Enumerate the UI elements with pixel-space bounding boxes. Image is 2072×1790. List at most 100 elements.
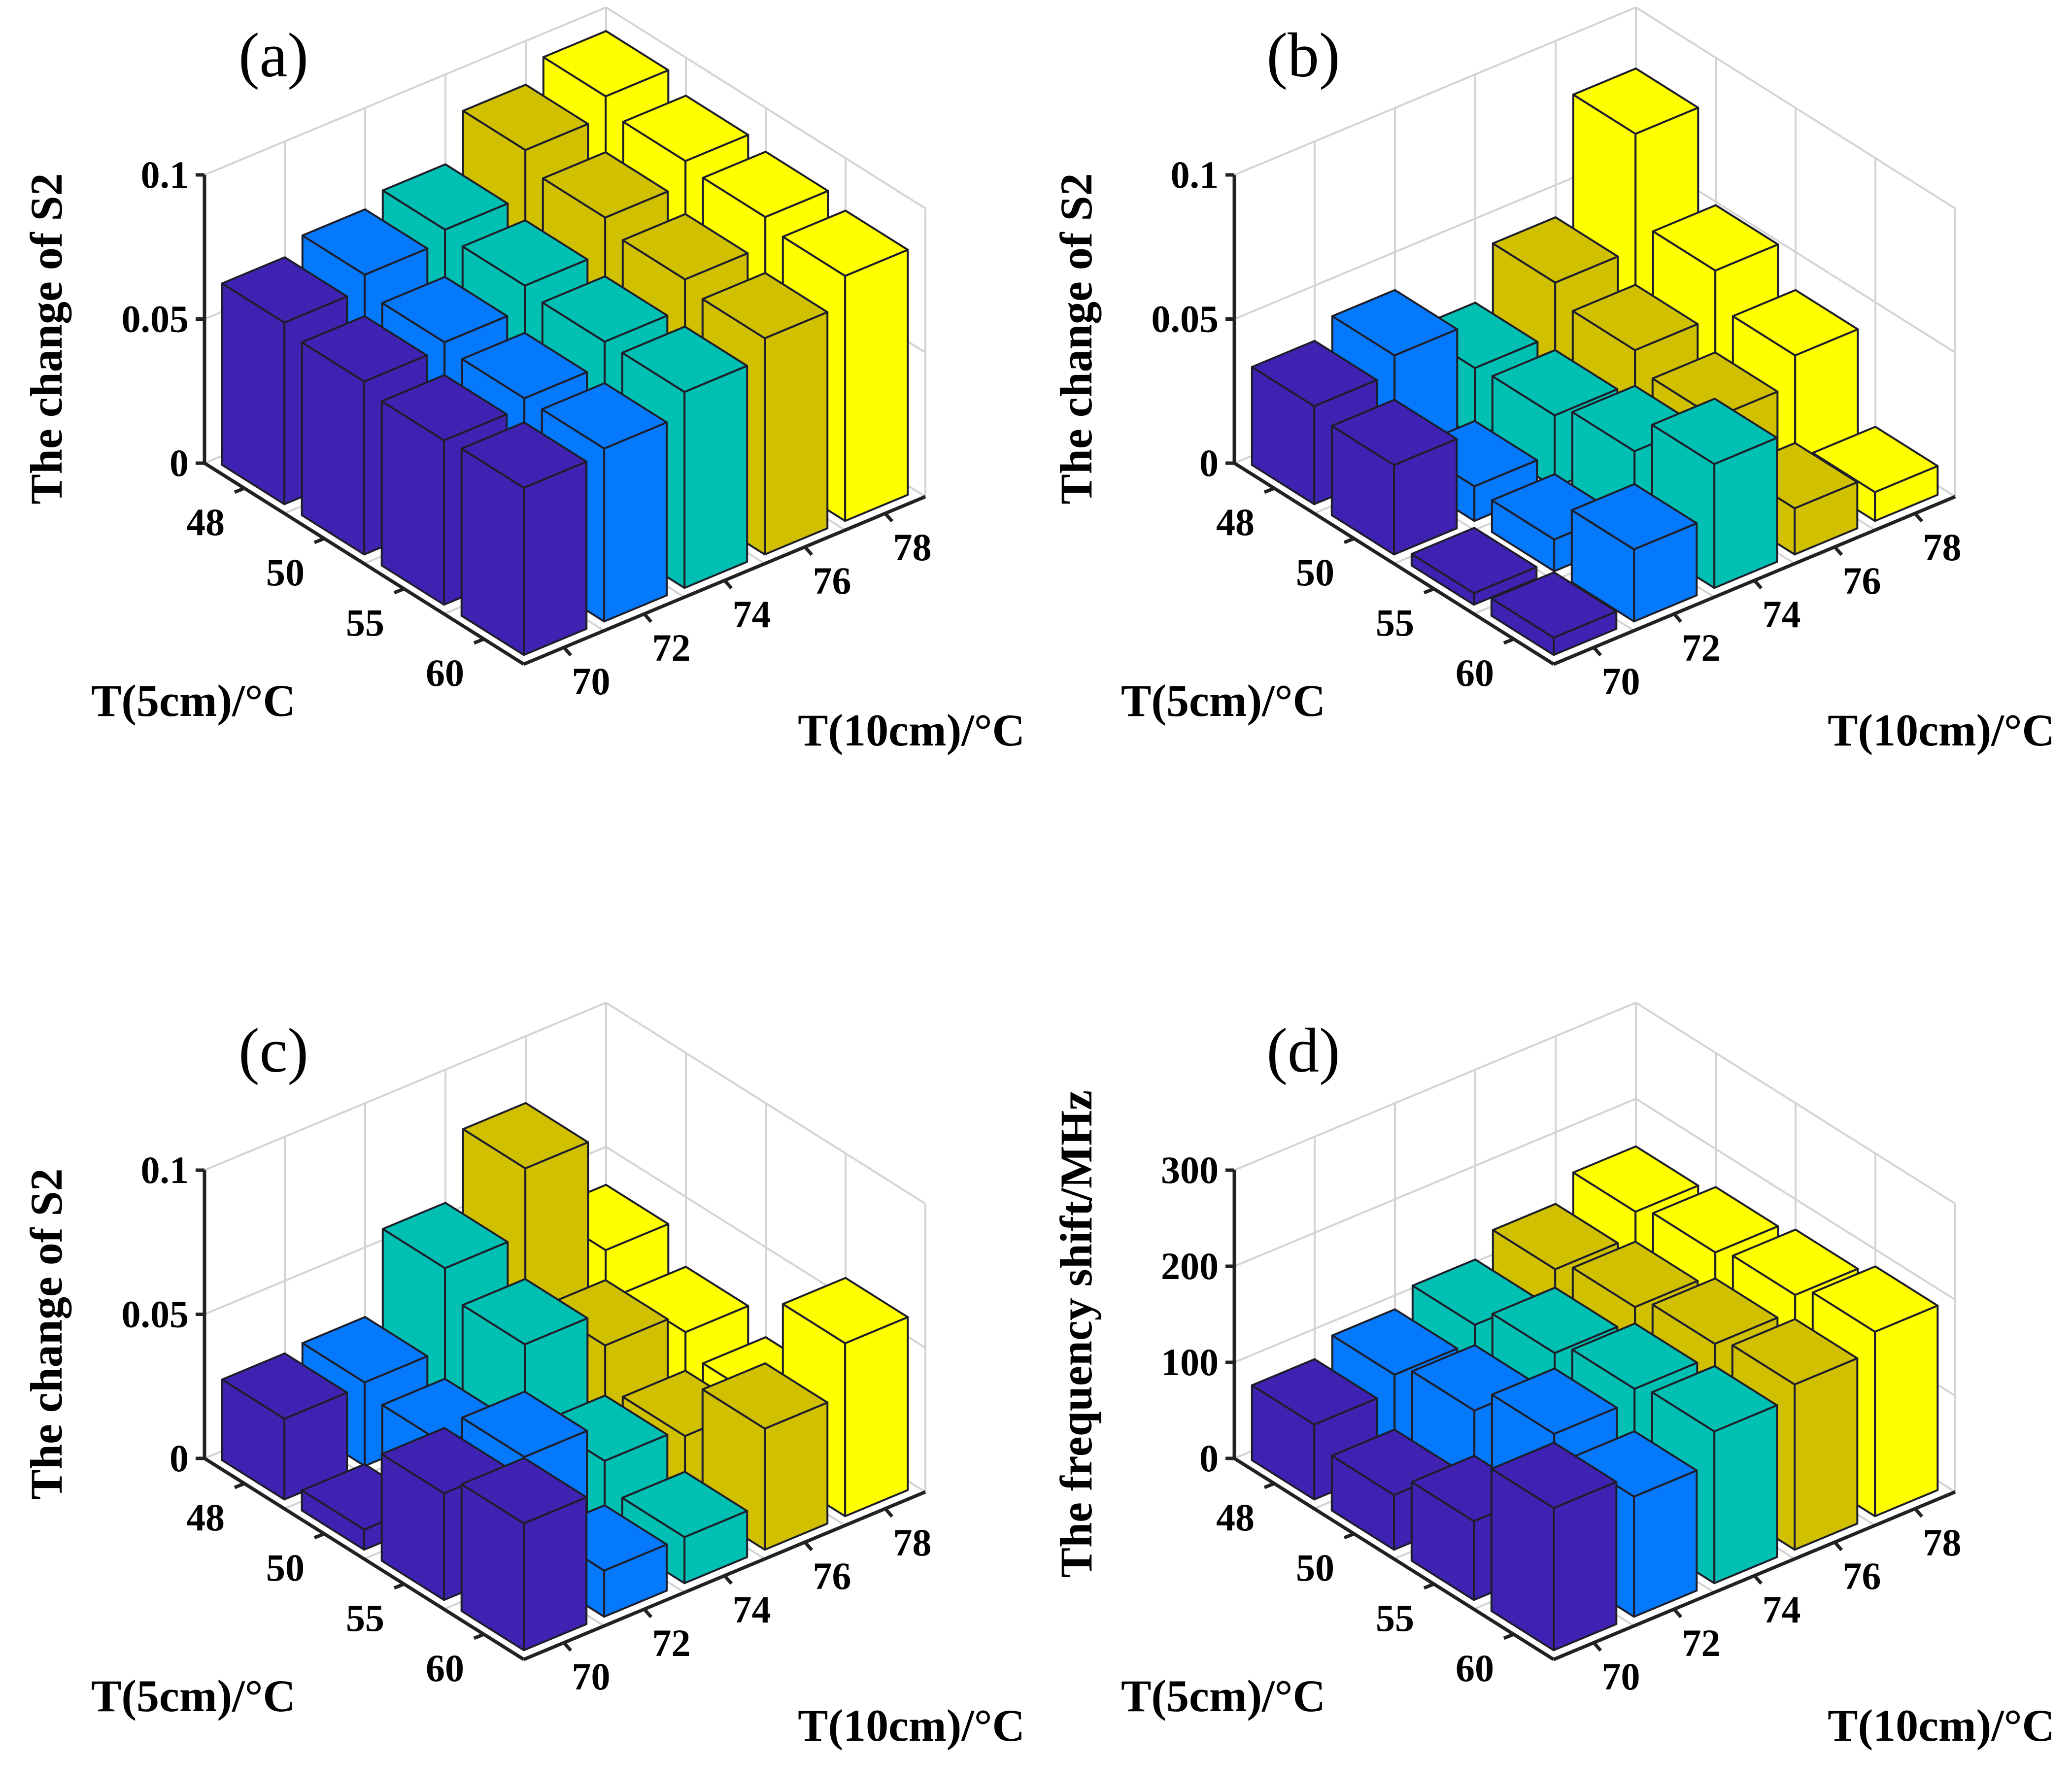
bar-top-face — [621, 325, 748, 393]
bar-top-face — [542, 30, 670, 98]
panel-title: (b) — [1266, 20, 1340, 90]
x-axis — [1233, 1457, 1555, 1661]
y-axis-label: T(10cm)/°C — [1828, 1700, 2055, 1751]
x-tick-label: 50 — [266, 551, 305, 594]
y-tick-label: 78 — [893, 1521, 932, 1564]
bar-top-face — [701, 1362, 829, 1430]
z-tick-label: 200 — [1161, 1245, 1219, 1287]
x-axis — [204, 1457, 525, 1661]
x-tick-label: 50 — [1296, 1546, 1334, 1589]
bar — [460, 421, 588, 656]
x-tick-mark — [1343, 1532, 1355, 1540]
x-axis — [204, 462, 525, 666]
bar-top-face — [1732, 289, 1859, 357]
bar-top-face — [781, 209, 909, 277]
bar-top-face — [1331, 1308, 1459, 1376]
y-tick-label: 76 — [813, 559, 851, 602]
bar-top-face — [1811, 1265, 1939, 1333]
z-axis-label: The change of S2 — [1051, 173, 1101, 504]
bar — [1410, 527, 1538, 606]
bar-top-face — [462, 83, 589, 151]
x-tick-mark — [1423, 587, 1435, 595]
z-tick-label: 100 — [1161, 1341, 1219, 1384]
bar-top-face — [541, 382, 668, 450]
bar — [1490, 571, 1618, 656]
bar-top-face — [461, 219, 589, 287]
bar-top-face — [1331, 289, 1459, 357]
y-axis-label: T(10cm)/°C — [1828, 705, 2055, 755]
x-tick-mark — [1263, 1482, 1275, 1489]
bar-top-face — [1491, 1286, 1619, 1354]
bar-top-face — [622, 95, 749, 162]
bar-top-face — [301, 208, 429, 276]
y-tick-mark — [643, 1608, 653, 1619]
bar-front-face — [1874, 1304, 1939, 1518]
y-tick-mark — [1592, 1641, 1602, 1652]
bar-front-face — [844, 249, 909, 522]
bar — [460, 1457, 588, 1652]
bar-front-face — [844, 1316, 909, 1518]
y-tick-label: 78 — [893, 526, 932, 569]
bar-top-face — [1811, 426, 1939, 493]
z-tick-label: 0 — [170, 441, 189, 484]
x-tick-mark — [1343, 537, 1355, 544]
bar — [221, 1352, 348, 1501]
bar-top-face — [541, 275, 669, 343]
z-tick-label: 300 — [1161, 1148, 1219, 1191]
bar-top-face — [1492, 1203, 1619, 1271]
y-tick-label: 72 — [652, 1621, 691, 1664]
z-tick-label: 0.05 — [1152, 298, 1219, 340]
bar-top-face — [1571, 1241, 1699, 1308]
x-axis — [1233, 462, 1555, 666]
bar-front-face — [683, 365, 748, 589]
wall-grid-line — [1234, 1098, 1636, 1267]
y-tick-label: 72 — [1682, 1621, 1721, 1664]
wall-grid-line — [605, 1002, 926, 1205]
x-tick-mark — [1503, 637, 1515, 645]
y-axis-label: T(10cm)/°C — [798, 705, 1025, 755]
z-tick-label: 0 — [1199, 441, 1219, 484]
z-tick-label: 0.1 — [141, 1148, 189, 1191]
y-tick-mark — [1913, 1507, 1924, 1518]
wall-grid-line — [1234, 150, 1636, 320]
bar-front-face — [1553, 1481, 1618, 1652]
x-axis-label: T(5cm)/°C — [1121, 1671, 1325, 1721]
panel-title: (c) — [238, 1015, 308, 1085]
bar — [1490, 1442, 1618, 1652]
bar-top-face — [1571, 1322, 1698, 1390]
bar-front-face — [523, 461, 588, 656]
y-tick-mark — [723, 1574, 733, 1585]
y-tick-mark — [803, 1541, 814, 1552]
bar-top-face — [381, 1202, 509, 1269]
y-tick-mark — [1672, 612, 1683, 623]
z-tick-label: 0.05 — [122, 1293, 189, 1336]
bar-top-face — [461, 1390, 588, 1458]
bar-top-face — [1572, 68, 1699, 135]
y-tick-label: 72 — [1682, 626, 1721, 669]
x-tick-label: 48 — [1216, 1496, 1255, 1539]
x-tick-label: 48 — [186, 1496, 225, 1539]
y-tick-mark — [1753, 1574, 1763, 1585]
bar-top-face — [462, 1102, 589, 1170]
bar-top-face — [1571, 284, 1699, 351]
y-tick-label: 70 — [572, 660, 611, 703]
y-tick-label: 78 — [1923, 1521, 1962, 1564]
bar-top-face — [460, 421, 588, 489]
z-tick-label: 0.1 — [141, 153, 189, 196]
wall-grid-line — [1635, 6, 1956, 209]
x-tick-label: 50 — [266, 1546, 305, 1589]
y-tick-label: 72 — [652, 626, 691, 669]
wall-grid-line — [1234, 6, 1636, 176]
x-tick-mark — [1263, 486, 1275, 494]
x-tick-label: 48 — [1216, 501, 1255, 543]
bar-top-face — [542, 151, 669, 219]
bar-front-face — [603, 421, 668, 623]
bar-front-face — [1794, 1357, 1859, 1551]
x-tick-label: 60 — [1456, 1647, 1494, 1689]
z-tick-label: 0 — [170, 1437, 189, 1480]
bar-top-face — [1491, 1367, 1618, 1435]
y-tick-label: 70 — [572, 1655, 611, 1698]
bar-top-face — [1490, 571, 1618, 639]
y-tick-mark — [562, 1641, 573, 1652]
y-tick-label: 74 — [1763, 593, 1801, 636]
